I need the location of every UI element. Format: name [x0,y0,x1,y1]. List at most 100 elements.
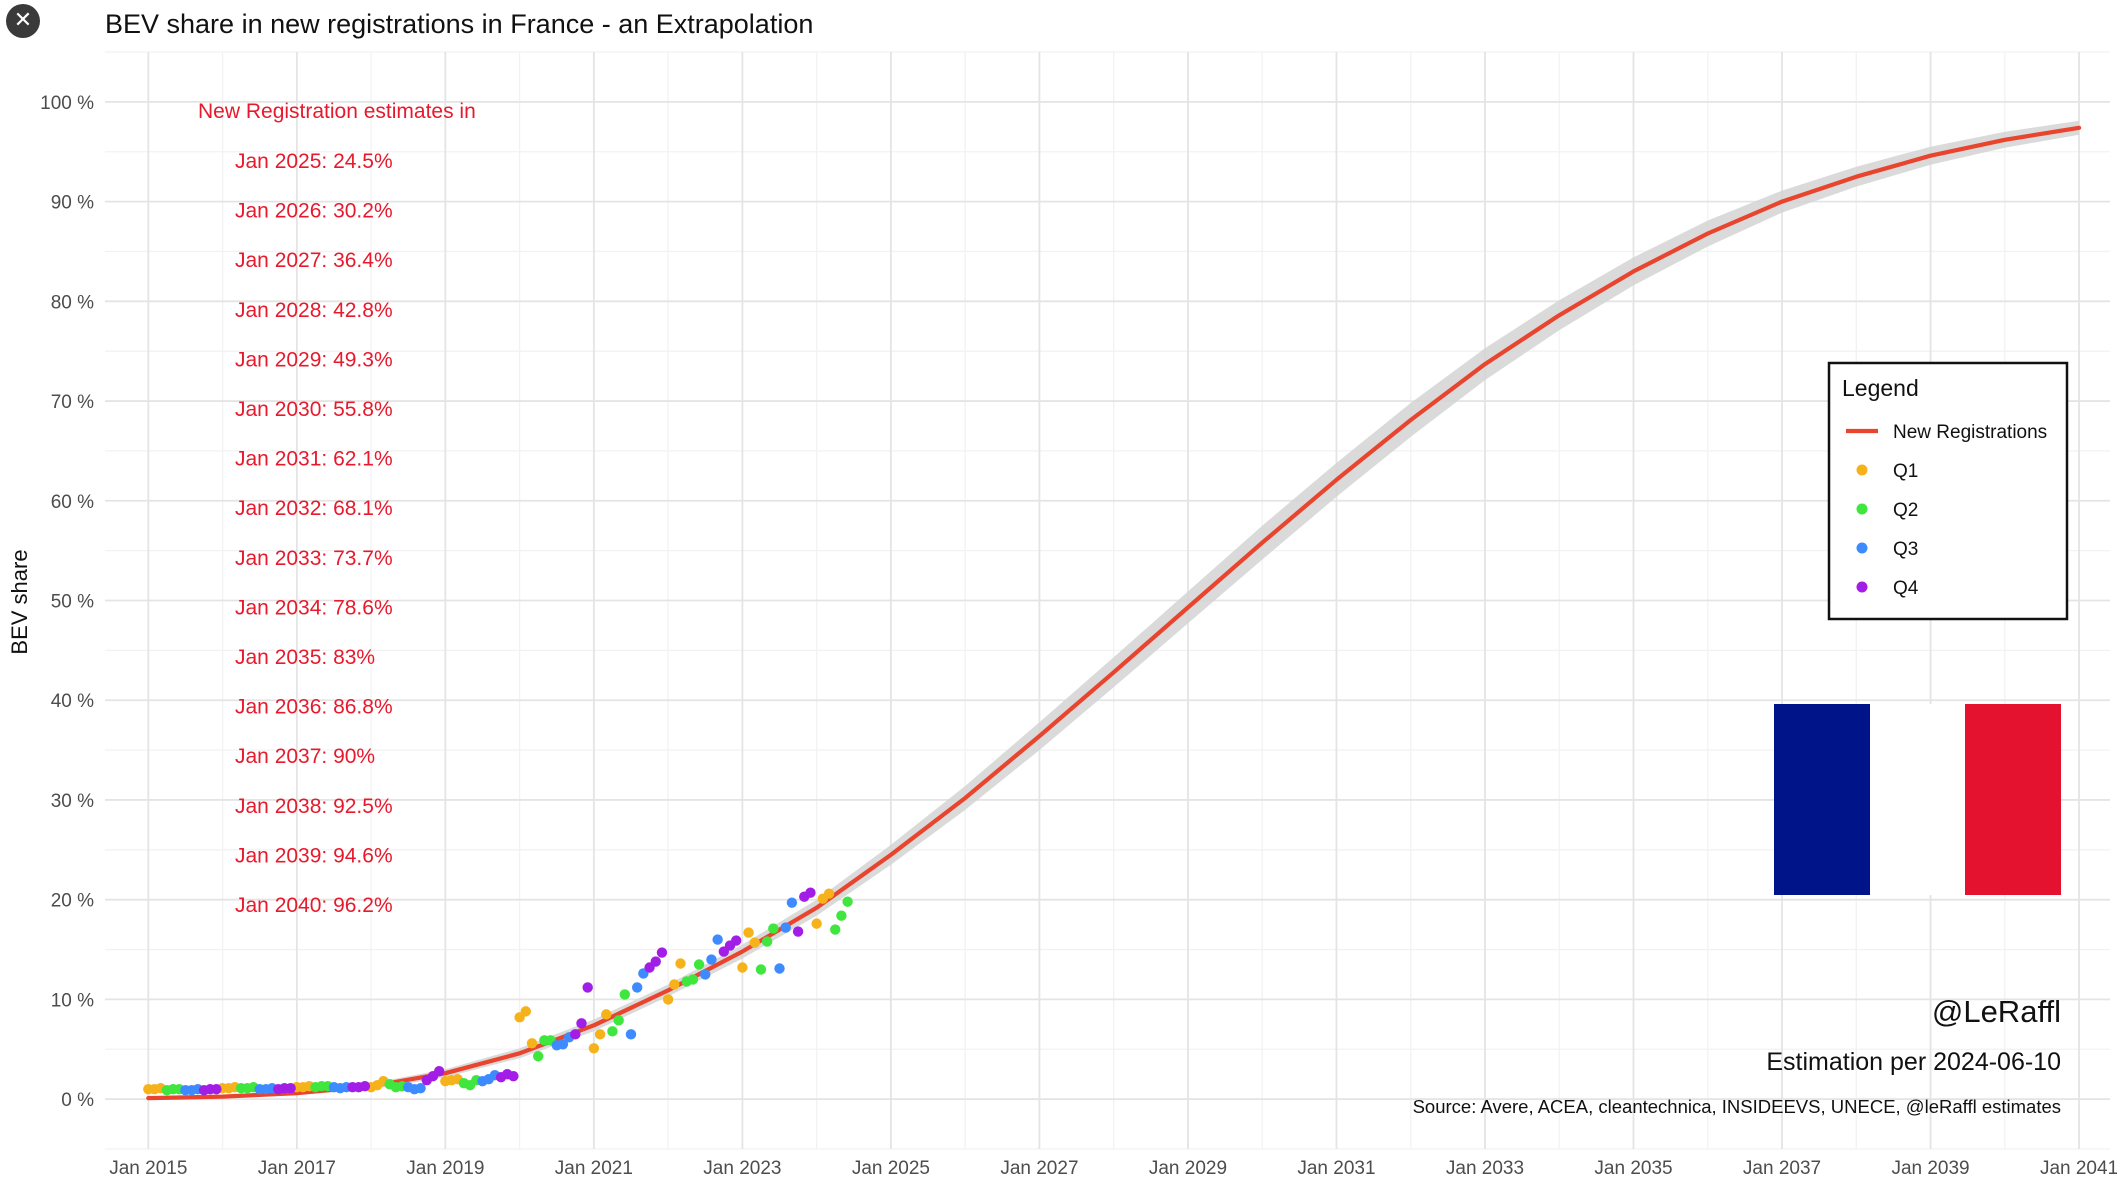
q1-point [811,918,822,929]
y-axis-label: BEV share [7,549,32,654]
annotation-line: Jan 2030: 55.8% [235,398,393,421]
france-flag [1774,704,2061,895]
q3-point [786,897,798,908]
q1-point [675,958,686,969]
new-registrations-line [146,125,2082,1101]
q2-point [619,989,631,1000]
author-handle: @LeRaffl [1932,994,2061,1029]
x-tick-label: Jan 2017 [258,1158,336,1179]
legend-box [1827,361,2069,621]
q1-point [526,1038,538,1049]
q2-point [607,1026,618,1037]
y-tick-label: 0 % [61,1090,94,1111]
q2-point [836,910,847,921]
annotation-line: Jan 2029: 49.3% [235,348,393,371]
x-tick-label: Jan 2041 [2040,1158,2117,1179]
y-tick-label: 60 % [51,492,94,513]
annotation-line: Jan 2026: 30.2% [235,200,393,223]
flag-stripe-blue [1774,704,1870,895]
y-tick-label: 40 % [51,691,94,712]
annotation-line: Jan 2028: 42.8% [235,299,393,322]
q4-point [805,887,816,898]
q1-point [749,937,760,948]
y-tick-label: 80 % [51,292,94,313]
flag-stripe-white [1870,704,1965,895]
q1-point [594,1029,606,1040]
y-tick-label: 10 % [51,990,94,1011]
source-note: Source: Avere, ACEA, cleantechnica, INSI… [1413,1096,2061,1117]
legend-label: New Registrations [1893,422,2047,443]
q3-point [780,922,791,933]
legend-label: Q2 [1893,500,1918,521]
q4-point [359,1080,371,1092]
q2-point [613,1015,624,1026]
estimation-date: Estimation per 2024-06-10 [1766,1048,2061,1076]
x-tick-label: Jan 2039 [1891,1158,1969,1179]
legend-label: Q3 [1893,539,1918,560]
q2-point [693,959,705,970]
q4-point [508,1070,519,1082]
q2-point [830,924,841,935]
x-tick-labels: Jan 2015 Jan 2017 Jan 2019 Jan 2021 Jan 2023… [109,1158,2117,1179]
x-tick-label: Jan 2029 [1149,1158,1227,1179]
q1-point [662,994,674,1005]
q4-point [433,1066,445,1077]
close-button[interactable]: ✕ [6,4,40,38]
q4-point [656,947,668,958]
annotation-header: New Registration estimates in [198,100,476,123]
q1-point [737,962,748,973]
annotation-line: Jan 2040: 96.2% [235,894,393,917]
y-tick-label: 20 % [51,891,94,912]
new-registrations-path [146,125,2082,1101]
annotation-line: Jan 2038: 92.5% [235,795,393,818]
annotation-line: Jan 2033: 73.7% [235,547,393,570]
q2-point [761,936,773,947]
flag-stripe-red [1965,704,2061,895]
annotation-line: Jan 2034: 78.6% [235,596,393,619]
q3-point [557,1039,569,1050]
q4-point [582,982,593,993]
close-icon: ✕ [13,8,33,33]
x-tick-label: Jan 2023 [703,1158,781,1179]
y-tick-labels: 0 % 10 % 20 % 30 % 40 % 50 % 60 % 70 % 80 % 90 % 1… [40,93,94,1111]
q2-point [532,1051,544,1062]
annotation-line: Jan 2032: 68.1% [235,497,393,520]
x-tick-label: Jan 2021 [555,1158,633,1179]
annotation-line: Jan 2025: 24.5% [235,150,393,173]
legend-key-dot [1856,581,1868,593]
q1-point [669,979,680,990]
y-tick-label: 70 % [51,392,94,413]
legend-label: Q1 [1893,461,1918,482]
legend-label: Q4 [1893,578,1919,599]
q4-point [650,956,661,967]
q4-point [576,1018,587,1029]
y-tick-label: 90 % [51,193,94,214]
x-tick-label: Jan 2019 [406,1158,484,1179]
annotation-line: Jan 2031: 62.1% [235,448,393,471]
x-tick-label: Jan 2033 [1446,1158,1524,1179]
major-gridlines [105,52,2110,1149]
q4-point [285,1082,296,1094]
x-tick-label: Jan 2015 [109,1158,187,1179]
annotation-line: Jan 2039: 94.6% [235,844,393,867]
q4-point [211,1083,222,1095]
x-tick-label: Jan 2025 [852,1158,930,1179]
q3-point [625,1029,637,1040]
q3-point [774,963,785,974]
legend-entries: New Registrations Q1 Q2 Q3 Q4 [1846,422,2047,599]
legend-key-dot [1856,503,1868,515]
x-tick-label: Jan 2037 [1743,1158,1821,1179]
legend-title: Legend [1842,375,1919,401]
quarterly-points [143,887,853,1096]
q1-point [743,927,754,938]
q4-point [792,926,804,937]
q2-point [687,974,699,985]
annotation-line: Jan 2027: 36.4% [235,249,393,272]
q1-point [588,1043,600,1054]
y-tick-label: 50 % [51,592,94,613]
x-tick-label: Jan 2035 [1594,1158,1672,1179]
chart-title: BEV share in new registrations in France… [105,9,813,39]
q2-point [768,923,779,934]
annotation-line: Jan 2036: 86.8% [235,696,393,719]
